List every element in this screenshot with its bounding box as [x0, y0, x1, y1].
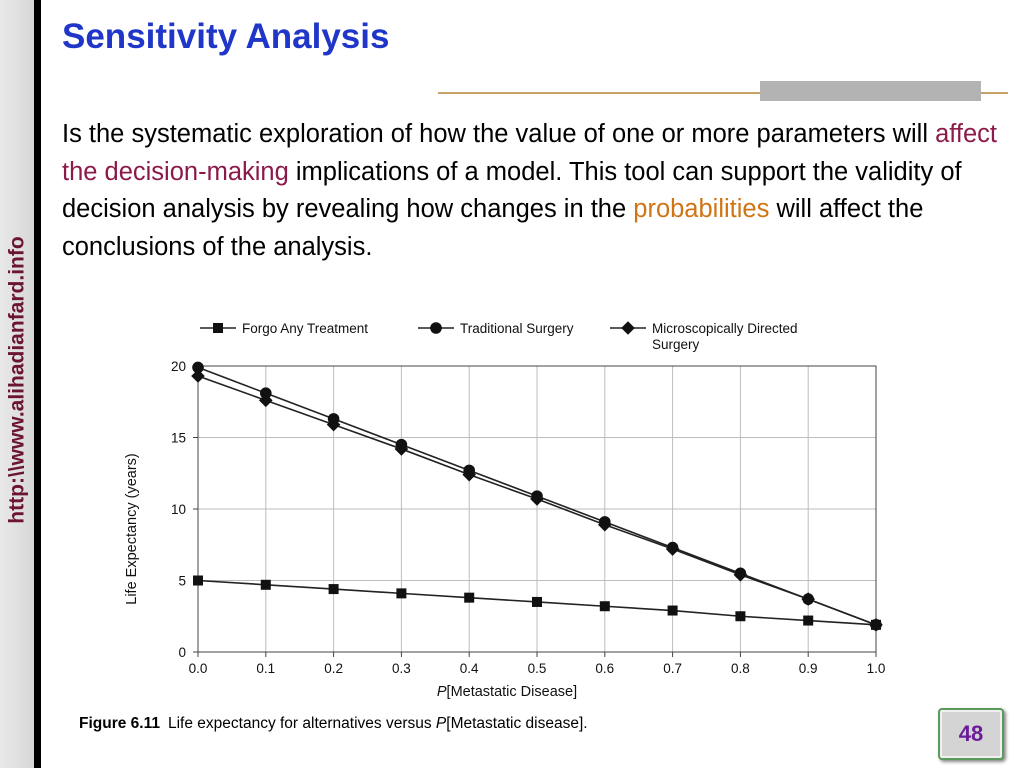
- body-text-2: implications of a model. This tool can s…: [62, 157, 962, 224]
- data-point-microscopically-directed-surgery: [462, 467, 476, 482]
- x-tick-label: 0.2: [324, 661, 343, 676]
- body-text-1: Is the systematic exploration of how the…: [62, 120, 936, 148]
- data-point-microscopically-directed-surgery: [598, 517, 612, 532]
- legend-marker-traditional-surgery: [430, 322, 442, 334]
- x-tick-label: 0.7: [663, 661, 682, 676]
- y-tick-label: 0: [178, 645, 186, 660]
- data-point-microscopically-directed-surgery: [326, 417, 341, 432]
- data-point-microscopically-directed-surgery: [733, 567, 748, 582]
- data-point-forgo-any-treatment: [735, 611, 746, 622]
- page-title: Sensitivity Analysis: [62, 17, 390, 56]
- caption-p: P: [435, 715, 447, 732]
- x-tick-label: 0.0: [189, 661, 208, 676]
- figure-caption: Figure 6.11 Life expectancy for alternati…: [79, 715, 588, 733]
- title-rule-block: [760, 81, 981, 101]
- sidebar-url-text: http:\\www.alihadianfard.info: [6, 236, 30, 524]
- sidebar-divider: [34, 0, 41, 768]
- data-point-forgo-any-treatment: [328, 584, 339, 595]
- x-axis-label-rest: [Metastatic Disease]: [447, 684, 578, 700]
- y-tick-label: 10: [171, 502, 186, 517]
- x-tick-label: 0.1: [256, 661, 275, 676]
- data-point-forgo-any-treatment: [667, 605, 678, 616]
- data-point-microscopically-directed-surgery: [394, 442, 409, 456]
- x-axis-label-p: P: [437, 684, 447, 700]
- figure-label: Figure 6.11: [79, 715, 160, 732]
- x-axis-label: P[Metastatic Disease]: [437, 684, 577, 700]
- data-point-microscopically-directed-surgery: [665, 542, 680, 556]
- body-paragraph: Is the systematic exploration of how the…: [62, 116, 997, 266]
- y-tick-label: 20: [171, 359, 186, 374]
- data-point-microscopically-directed-surgery: [191, 369, 205, 383]
- x-tick-label: 0.8: [731, 661, 750, 676]
- x-tick-label: 0.6: [595, 661, 614, 676]
- life-expectancy-chart: 0.0 0.1 0.2 0.3 0.4 0.5 0.6 0.7 0.8 0.9 1.0 0 5 10 15 2…: [124, 321, 886, 700]
- legend-label-line: Microscopically Directed: [652, 321, 798, 336]
- data-point-microscopically-directed-surgery: [801, 592, 815, 606]
- y-tick-label: 5: [178, 574, 186, 589]
- sidebar-band: [0, 0, 34, 768]
- x-tick-label: 0.3: [392, 661, 411, 676]
- caption-text-1: Life expectancy for alternatives versus: [167, 715, 436, 732]
- y-axis-label: Life Expectancy (years): [124, 453, 140, 605]
- page-number: 48: [958, 721, 984, 746]
- legend-label-line: Forgo Any Treatment: [242, 321, 368, 336]
- legend-label-line: Traditional Surgery: [460, 321, 574, 336]
- legend-label-microscopically-directed-surgery: Microscopically Directed Surgery: [652, 321, 798, 352]
- x-tick-label: 0.5: [528, 661, 547, 676]
- legend-marker-forgo-any-treatment: [213, 323, 223, 333]
- data-point-traditional-surgery: [260, 387, 272, 399]
- data-point-forgo-any-treatment: [464, 592, 475, 603]
- legend-label-traditional-surgery: Traditional Surgery: [460, 321, 574, 336]
- x-tick-label: 1.0: [867, 661, 886, 676]
- x-tick-label: 0.9: [799, 661, 818, 676]
- highlight-decision-making: affect the decision-making: [62, 120, 997, 186]
- title-rule: [438, 92, 1008, 94]
- data-point-forgo-any-treatment: [599, 601, 610, 612]
- sidebar-url: http:\\www.alihadianfard.info: [5, 200, 31, 560]
- data-point-forgo-any-treatment: [260, 579, 271, 590]
- y-tick-label: 15: [171, 431, 186, 446]
- data-point-forgo-any-treatment: [396, 588, 407, 599]
- caption-text-2: [Metastatic disease].: [446, 715, 588, 732]
- data-point-microscopically-directed-surgery: [869, 618, 883, 632]
- x-tick-label: 0.4: [460, 661, 479, 676]
- data-point-forgo-any-treatment: [532, 596, 542, 607]
- data-point-traditional-surgery: [192, 361, 204, 374]
- legend-label-line: Surgery: [652, 337, 700, 352]
- data-point-forgo-any-treatment: [193, 575, 203, 586]
- page-number-badge: 48: [938, 708, 1004, 760]
- data-point-forgo-any-treatment: [803, 615, 814, 626]
- legend-marker-microscopically-directed-surgery: [621, 321, 635, 335]
- highlight-probabilities: probabilities: [633, 195, 770, 223]
- legend-label-forgo-any-treatment: Forgo Any Treatment: [242, 321, 368, 336]
- body-text-3: will affect the conclusions of the analy…: [62, 195, 924, 261]
